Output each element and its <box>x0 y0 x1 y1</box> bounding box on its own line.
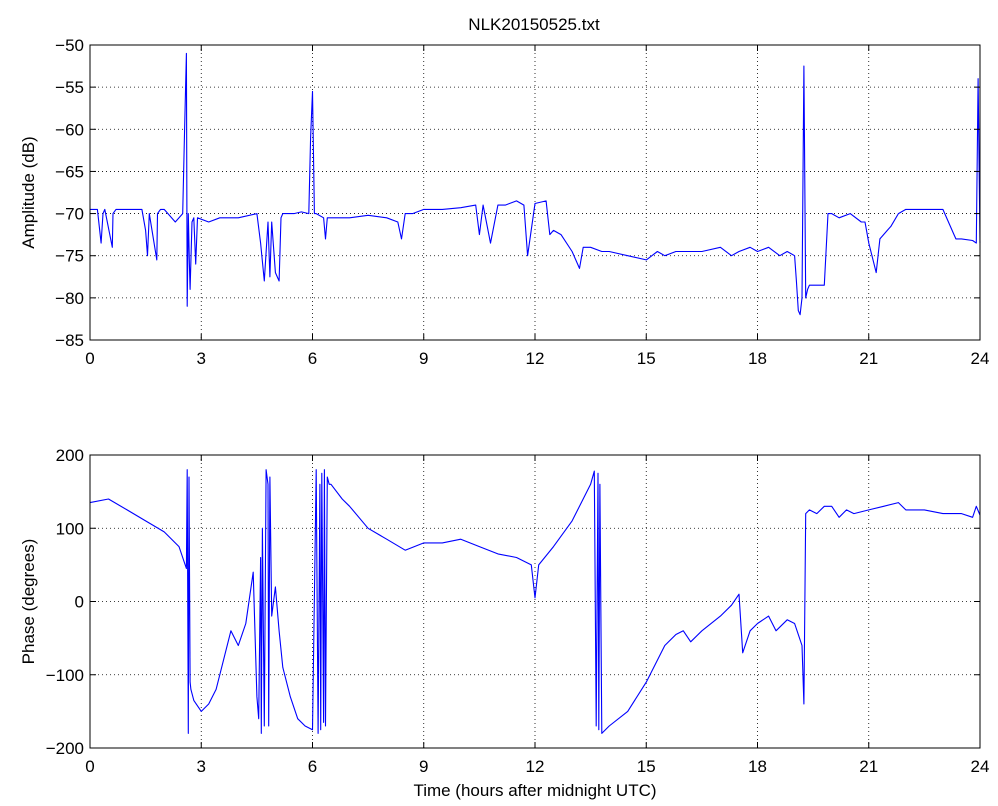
amplitude-xtick-label: 21 <box>859 349 878 368</box>
phase-xtick-label: 18 <box>748 757 767 776</box>
amplitude-ytick-label: −70 <box>55 205 84 224</box>
amplitude-ylabel: Amplitude (dB) <box>19 136 38 248</box>
phase-ytick-label: 0 <box>75 593 84 612</box>
figure-title: NLK20150525.txt <box>468 15 600 34</box>
amplitude-ytick-label: −80 <box>55 289 84 308</box>
phase-ytick-label: 200 <box>56 446 84 465</box>
amplitude-series-line <box>90 52 981 316</box>
phase-xtick-label: 21 <box>859 757 878 776</box>
phase-xtick-label: 6 <box>308 757 317 776</box>
phase-xtick-label: 15 <box>637 757 656 776</box>
amplitude-ytick-label: −50 <box>55 36 84 55</box>
amplitude-ytick-label: −85 <box>55 331 84 350</box>
amplitude-ytick-label: −55 <box>55 78 84 97</box>
phase-ytick-label: −100 <box>46 666 84 685</box>
amplitude-ytick-label: −60 <box>55 120 84 139</box>
phase-xtick-label: 0 <box>85 757 94 776</box>
phase-series-line <box>89 469 981 734</box>
phase-xtick-label: 12 <box>526 757 545 776</box>
amplitude-xtick-label: 18 <box>748 349 767 368</box>
amplitude-xtick-label: 24 <box>971 349 990 368</box>
phase-ylabel: Phase (degrees) <box>19 539 38 665</box>
amplitude-panel: 0 3 6 9 12 15 18 21 24 −85 −80 −75 −70 −65 −60 −55 −50 Am… <box>19 36 989 368</box>
phase-xtick-label: 3 <box>197 757 206 776</box>
amplitude-xtick-label: 15 <box>637 349 656 368</box>
phase-xtick-label: 24 <box>971 757 990 776</box>
phase-ytick-label: 100 <box>56 519 84 538</box>
amplitude-xtick-label: 6 <box>308 349 317 368</box>
phase-xlabel: Time (hours after midnight UTC) <box>413 781 656 800</box>
phase-ytick-label: −200 <box>46 739 84 758</box>
amplitude-ytick-label: −75 <box>55 247 84 266</box>
phase-xtick-label: 9 <box>419 757 428 776</box>
amplitude-ytick-label: −65 <box>55 162 84 181</box>
phase-panel: 0 3 6 9 12 15 18 21 24 −200 −100 0 100 200 Phase (degr… <box>19 446 989 800</box>
amplitude-xtick-label: 0 <box>85 349 94 368</box>
amplitude-xtick-label: 3 <box>197 349 206 368</box>
amplitude-xtick-label: 12 <box>526 349 545 368</box>
amplitude-xtick-label: 9 <box>419 349 428 368</box>
